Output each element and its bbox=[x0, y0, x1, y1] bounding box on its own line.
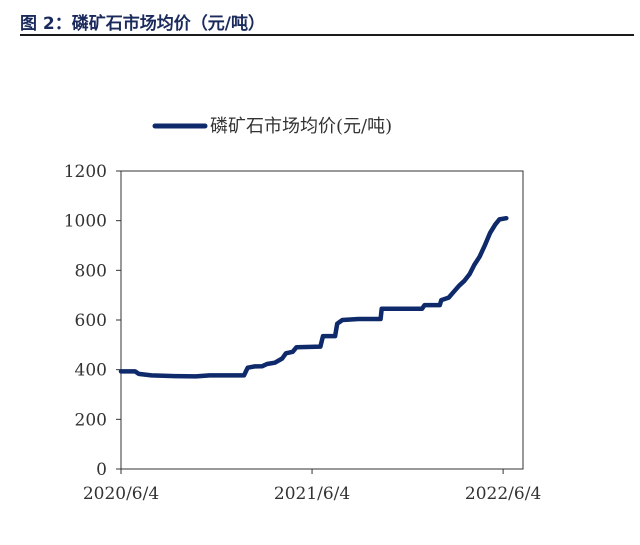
y-axis-ticks: 0 200 400 600 800 1000 1200 bbox=[64, 162, 121, 480]
plot-area bbox=[118, 215, 509, 379]
y-tick-label: 1200 bbox=[64, 162, 107, 182]
y-tick-label: 400 bbox=[75, 361, 107, 381]
legend: 磷矿石市场均价(元/吨) bbox=[152, 116, 392, 137]
plot-frame bbox=[120, 170, 524, 470]
x-tick-label: 2021/6/4 bbox=[274, 484, 350, 504]
legend-label: 磷矿石市场均价(元/吨) bbox=[210, 116, 392, 137]
figure-title: 图 2：磷矿石市场均价（元/吨） bbox=[20, 14, 265, 34]
y-tick-label: 0 bbox=[96, 460, 107, 480]
x-tick-label: 2020/6/4 bbox=[83, 484, 159, 504]
series-line-phosphate-rock-price bbox=[118, 215, 509, 379]
y-tick-label: 200 bbox=[75, 410, 107, 430]
y-tick-label: 600 bbox=[75, 311, 107, 331]
axes bbox=[120, 170, 524, 470]
x-tick-label: 2022/6/4 bbox=[465, 484, 541, 504]
figure-header: 图 2：磷矿石市场均价（元/吨） bbox=[20, 8, 634, 36]
y-tick-label: 800 bbox=[75, 261, 107, 281]
x-axis-ticks: 2020/6/4 2021/6/4 2022/6/4 bbox=[83, 469, 541, 504]
y-tick-label: 1000 bbox=[64, 212, 107, 232]
